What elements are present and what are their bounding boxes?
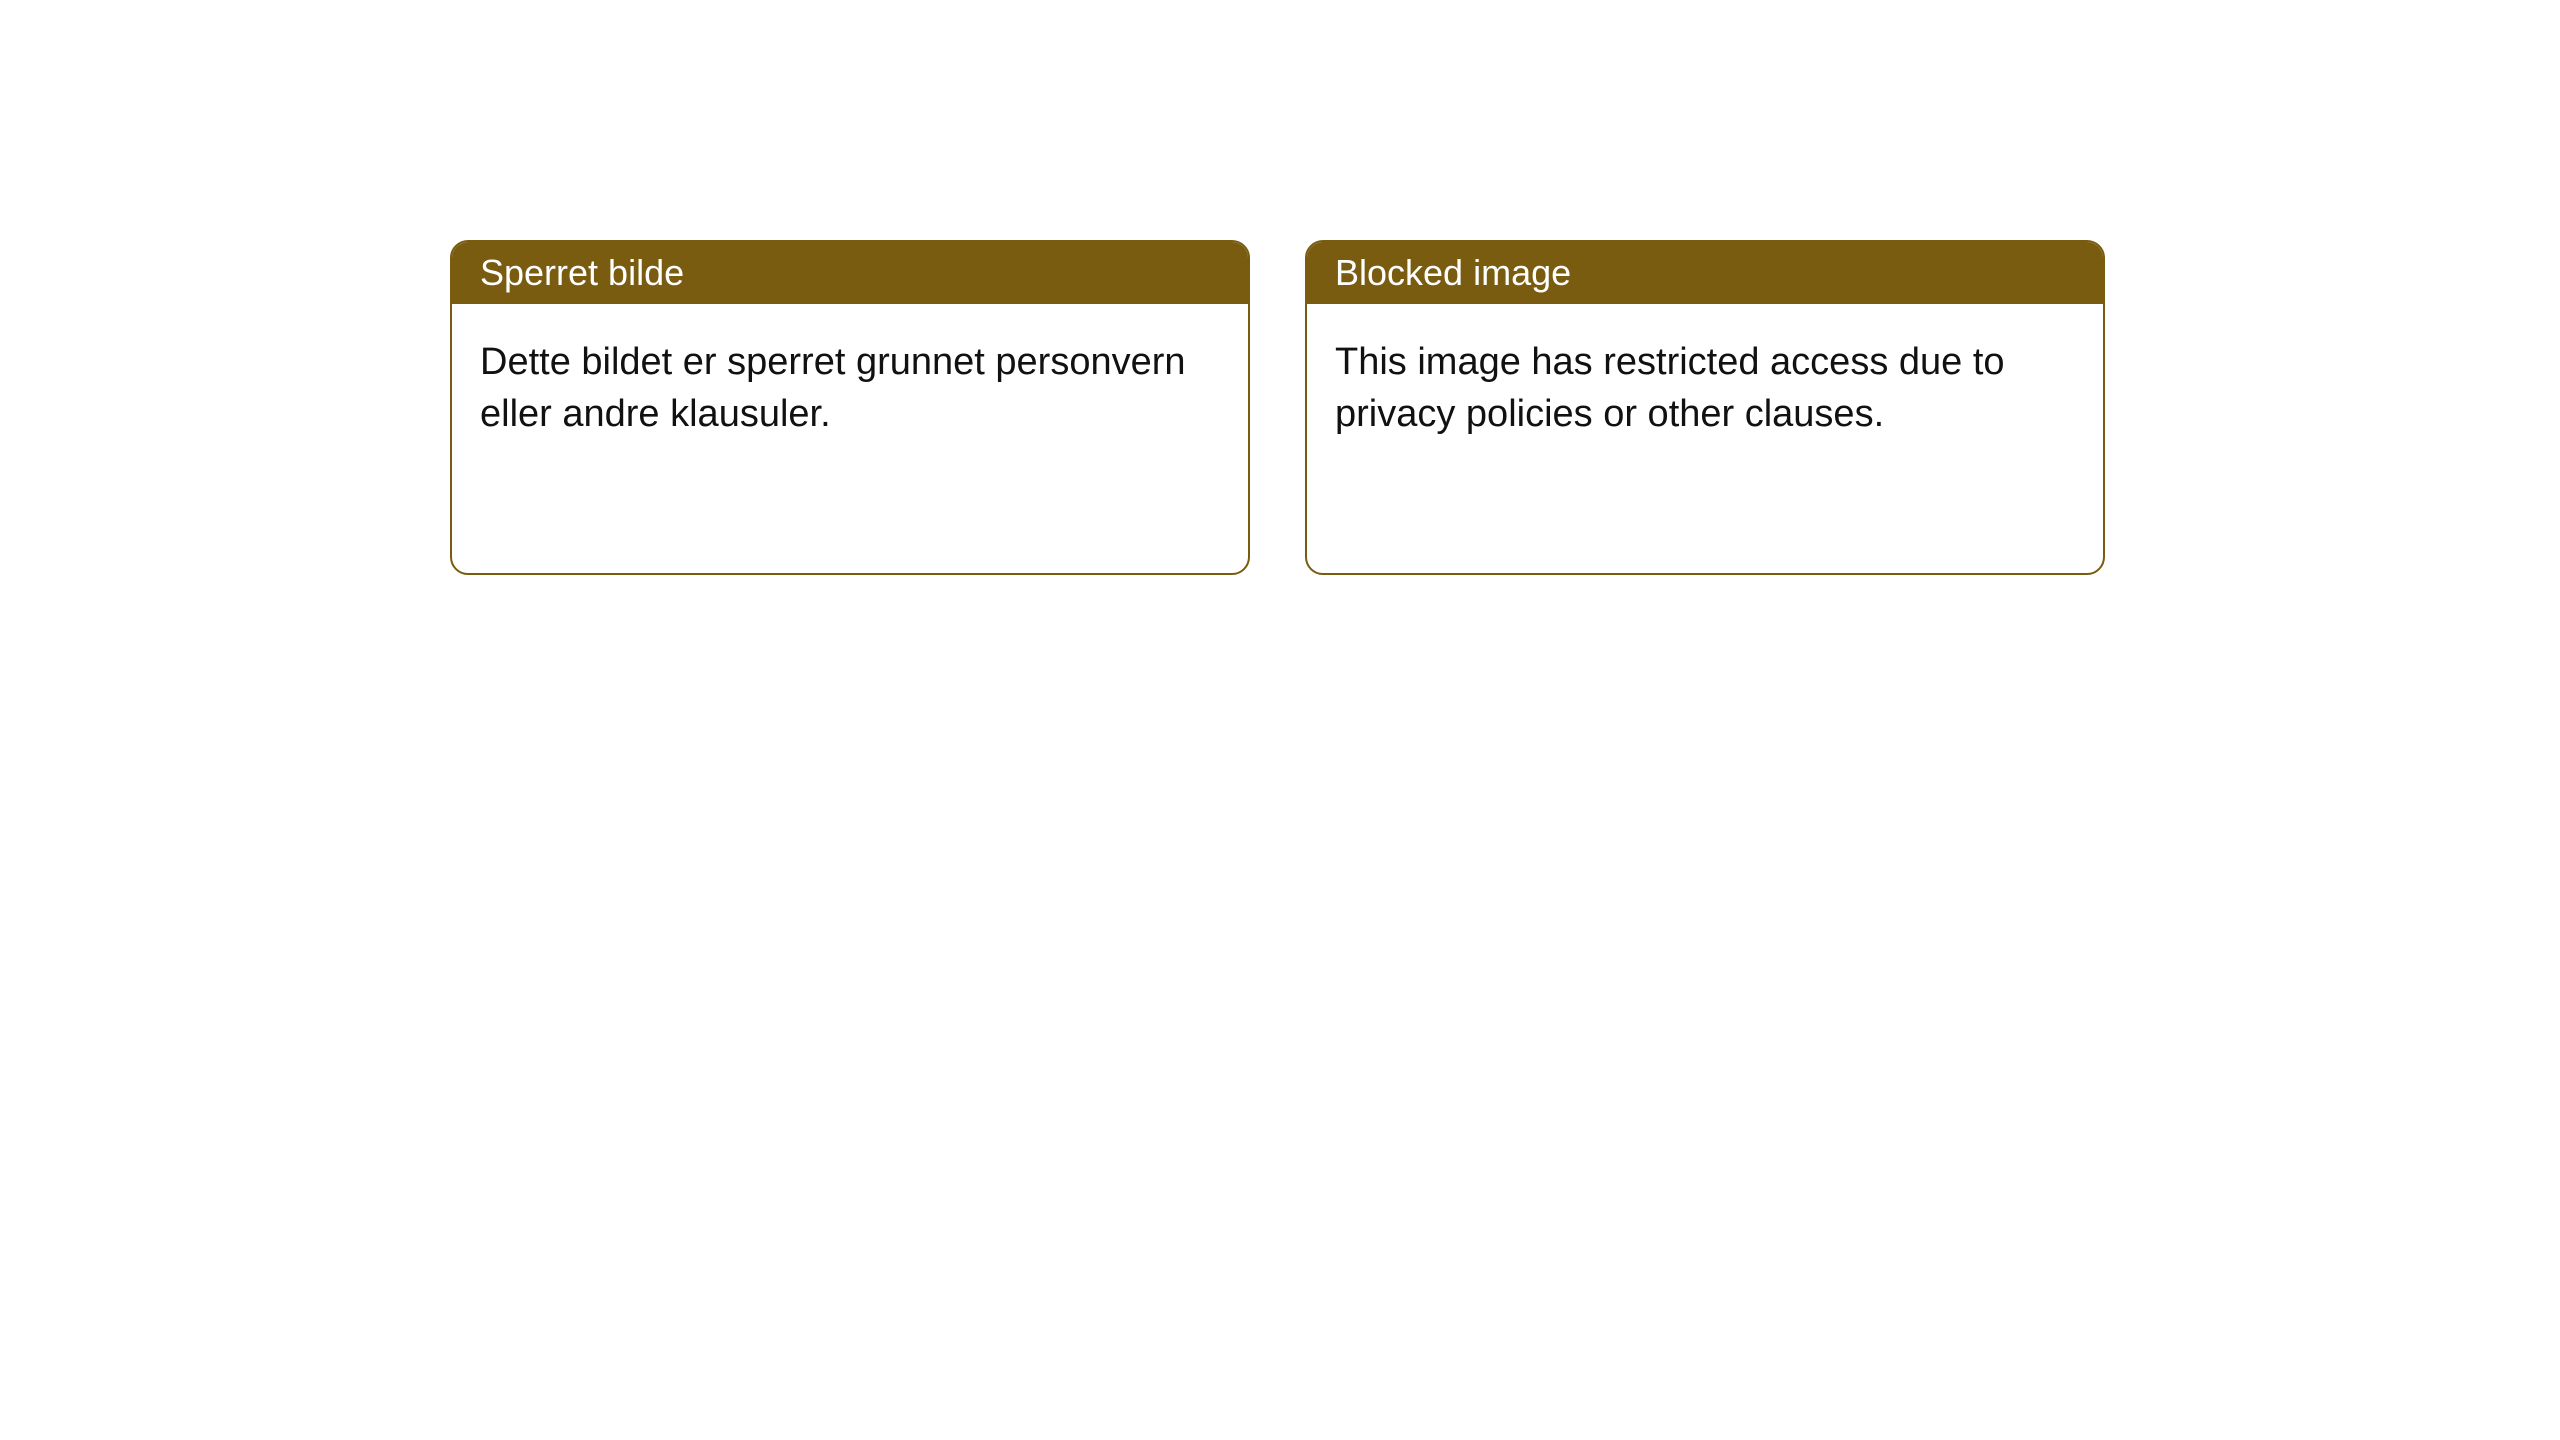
notice-body-english: This image has restricted access due to … bbox=[1307, 304, 2103, 473]
notice-header-norwegian: Sperret bilde bbox=[452, 242, 1248, 304]
notice-header-english: Blocked image bbox=[1307, 242, 2103, 304]
notice-title-norwegian: Sperret bilde bbox=[480, 252, 684, 293]
notice-container: Sperret bilde Dette bildet er sperret gr… bbox=[450, 240, 2105, 575]
notice-body-norwegian: Dette bildet er sperret grunnet personve… bbox=[452, 304, 1248, 473]
notice-title-english: Blocked image bbox=[1335, 252, 1571, 293]
notice-text-english: This image has restricted access due to … bbox=[1335, 341, 2005, 435]
notice-text-norwegian: Dette bildet er sperret grunnet personve… bbox=[480, 341, 1186, 435]
notice-box-norwegian: Sperret bilde Dette bildet er sperret gr… bbox=[450, 240, 1250, 575]
notice-box-english: Blocked image This image has restricted … bbox=[1305, 240, 2105, 575]
